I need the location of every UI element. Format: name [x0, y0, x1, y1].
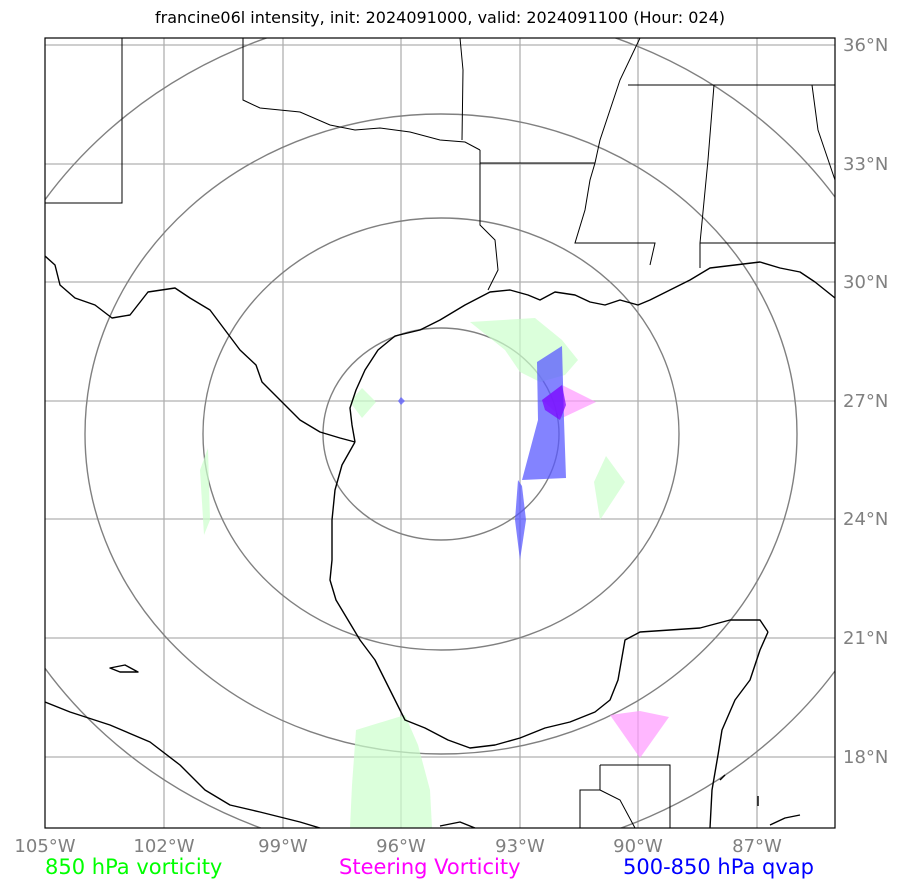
- map-title: francine06l intensity, init: 2024091000,…: [155, 8, 725, 27]
- lon-tick-96w: 96°W: [376, 836, 426, 857]
- lon-tick-105w: 105°W: [14, 836, 75, 857]
- borders: [45, 38, 835, 828]
- map-frame: [44, 37, 836, 829]
- lon-tick-87w: 87°W: [732, 836, 782, 857]
- overlap-region: [542, 385, 566, 420]
- lon-tick-90w: 90°W: [613, 836, 663, 857]
- lon-tick-99w: 99°W: [258, 836, 308, 857]
- lon-tick-102w: 102°W: [133, 836, 194, 857]
- lon-tick-93w: 93°W: [495, 836, 545, 857]
- lat-tick-18n: 18°N: [843, 747, 888, 768]
- lat-tick-36n: 36°N: [843, 35, 888, 56]
- lat-tick-24n: 24°N: [843, 509, 888, 530]
- lat-tick-30n: 30°N: [843, 272, 888, 293]
- lat-tick-27n: 27°N: [843, 391, 888, 412]
- vorticity-850-contours: [200, 318, 625, 828]
- range-rings: [45, 38, 835, 828]
- lat-tick-33n: 33°N: [843, 154, 888, 175]
- qvap-contours: [398, 346, 566, 560]
- coastlines: [45, 255, 835, 828]
- gridlines: [45, 38, 835, 828]
- legend-qvap: 500-850 hPa qvap: [623, 855, 814, 879]
- lat-tick-21n: 21°N: [843, 628, 888, 649]
- legend-850-vorticity: 850 hPa vorticity: [45, 855, 223, 879]
- legend-steering-vorticity: Steering Vorticity: [339, 855, 521, 879]
